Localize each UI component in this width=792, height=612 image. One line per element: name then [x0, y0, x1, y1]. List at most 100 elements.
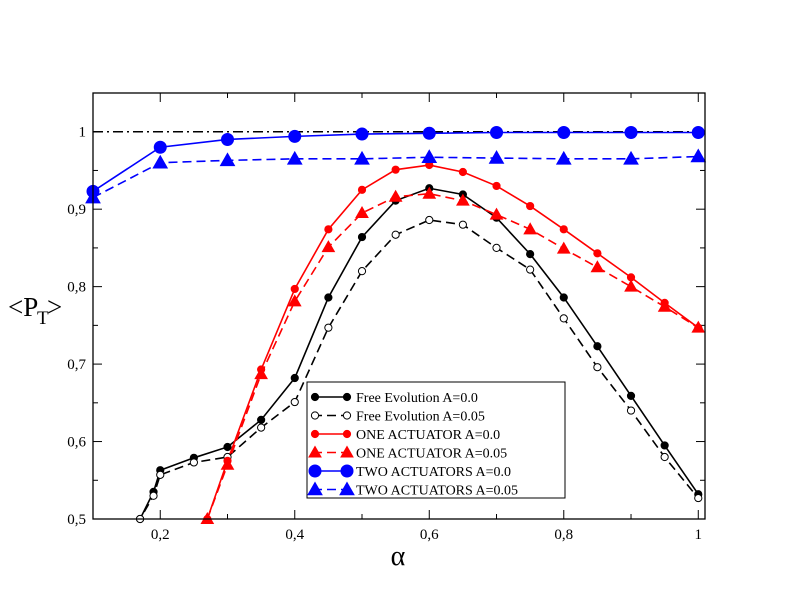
data-point-series-3 — [287, 294, 302, 307]
data-point-series-0 — [290, 373, 299, 383]
y-axis-title: <P T > — [8, 292, 62, 329]
legend-item: TWO ACTUATORS A=0.05 — [307, 481, 518, 499]
data-point-series-4 — [691, 126, 705, 140]
legend-marker — [308, 445, 322, 458]
y-tick-label: 1 — [79, 125, 87, 141]
y-axis-title-main: <P — [8, 292, 38, 322]
data-point-series-5 — [623, 150, 639, 165]
legend-label: ONE ACTUATOR A=0.05 — [356, 447, 507, 462]
data-point-series-5 — [421, 149, 438, 164]
data-point-series-4 — [221, 132, 235, 146]
legend-marker — [342, 429, 352, 439]
data-point-series-1 — [425, 215, 434, 225]
data-point-series-3 — [321, 240, 336, 253]
y-tick-labels: 0,5 0,6 0,7 0,8 0,9 1 — [67, 125, 86, 528]
legend-label: TWO ACTUATORS A=0.0 — [356, 465, 511, 480]
data-point-series-0 — [526, 250, 535, 259]
legend-label: ONE ACTUATOR A=0.0 — [356, 428, 500, 443]
data-point-series-1 — [626, 406, 636, 415]
data-point-series-3 — [590, 260, 605, 273]
legend-marker — [310, 392, 320, 402]
legend-item: Free Evolution A=0.0 — [310, 391, 478, 406]
data-point-series-4 — [288, 129, 302, 143]
data-point-series-5 — [219, 152, 236, 167]
data-point-series-3 — [220, 457, 235, 470]
data-point-series-4 — [355, 127, 369, 141]
data-point-series-1 — [660, 452, 669, 462]
data-point-series-4 — [624, 126, 638, 140]
data-point-series-1 — [357, 267, 367, 276]
data-point-series-1 — [526, 265, 535, 274]
data-point-series-5 — [286, 150, 303, 165]
data-point-series-0 — [324, 293, 333, 302]
data-point-series-2 — [357, 185, 367, 194]
data-point-series-2 — [391, 165, 400, 174]
y-axis-title-close: > — [47, 292, 62, 322]
data-point-series-5 — [152, 154, 169, 169]
data-point-series-0 — [626, 391, 636, 400]
data-point-series-3 — [355, 206, 369, 219]
series-line-1 — [139, 219, 699, 519]
legend-item: ONE ACTUATOR A=0.05 — [308, 445, 507, 462]
legend-label: Free Evolution A=0.0 — [356, 391, 478, 406]
legend-marker — [308, 464, 322, 478]
legend-marker — [342, 411, 352, 420]
data-point-series-1 — [559, 314, 568, 323]
data-point-series-3 — [422, 186, 437, 199]
legend-item: Free Evolution A=0.05 — [310, 410, 485, 425]
data-point-series-1 — [492, 243, 501, 253]
data-point-series-5 — [488, 150, 505, 164]
legend-marker — [342, 392, 352, 402]
series-line-4 — [93, 131, 699, 193]
x-tick-label: 0,6 — [420, 527, 439, 543]
data-point-series-1 — [324, 323, 333, 332]
plot-frame — [92, 92, 706, 520]
legend-marker — [340, 445, 354, 458]
data-point-series-1 — [458, 220, 467, 229]
legend-label: TWO ACTUATORS A=0.05 — [356, 484, 518, 499]
data-point-series-3 — [523, 222, 538, 235]
data-point-series-1 — [290, 397, 299, 407]
data-point-series-2 — [593, 249, 602, 258]
data-point-series-3 — [456, 193, 470, 206]
legend-marker — [340, 464, 354, 478]
data-point-series-5 — [690, 148, 707, 163]
legend: Free Evolution A=0.0 Free Evolution A=0.0… — [306, 381, 566, 499]
x-tick-label: 0,8 — [554, 527, 573, 543]
data-point-series-2 — [324, 225, 333, 234]
data-point-series-3 — [254, 367, 268, 380]
x-tick-label: 1 — [695, 527, 703, 543]
data-point-series-0 — [223, 442, 232, 452]
data-point-series-2 — [526, 201, 535, 211]
data-point-series-0 — [593, 342, 602, 351]
legend-item: TWO ACTUATORS A=0.0 — [308, 464, 511, 480]
data-point-series-0 — [357, 232, 367, 242]
data-point-series-1 — [156, 470, 165, 479]
y-tick-label: 0,5 — [67, 512, 86, 528]
x-tick-label: 0,2 — [151, 527, 170, 543]
data-point-series-3 — [388, 189, 403, 202]
data-point-series-3 — [556, 241, 571, 254]
x-tick-label: 0,4 — [285, 527, 304, 543]
y-tick-label: 0,8 — [67, 280, 86, 296]
data-point-series-1 — [694, 493, 703, 503]
data-point-series-4 — [153, 140, 167, 154]
data-point-series-1 — [593, 363, 602, 372]
data-point-series-5 — [555, 150, 572, 165]
data-point-series-0 — [660, 441, 669, 450]
legend-marker — [339, 481, 355, 496]
data-point-series-4 — [490, 126, 504, 140]
legend-box — [306, 381, 566, 499]
y-tick-label: 0,7 — [67, 357, 86, 373]
data-point-series-3 — [624, 279, 638, 292]
data-point-series-1 — [149, 491, 158, 500]
data-point-series-4 — [557, 126, 571, 140]
x-tick-labels: 0,2 0,4 0,6 0,8 1 — [151, 527, 702, 543]
data-point-series-5 — [354, 150, 370, 165]
data-point-series-1 — [257, 423, 266, 432]
legend-item: ONE ACTUATOR A=0.0 — [310, 428, 500, 443]
legend-marker — [310, 429, 320, 439]
data-point-series-1 — [189, 458, 198, 467]
plot-area — [93, 131, 699, 519]
